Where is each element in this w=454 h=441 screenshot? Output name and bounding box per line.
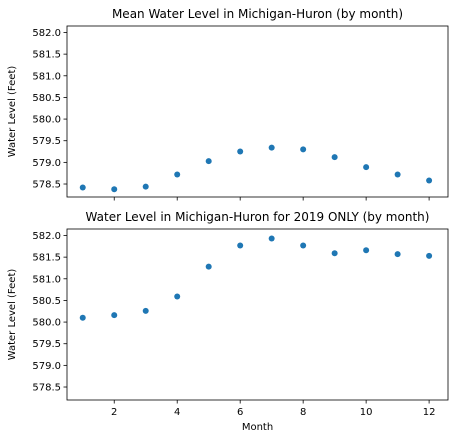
y-tick-label: 578.5 (32, 383, 61, 394)
x-tick-label: 10 (360, 407, 373, 418)
data-point (79, 314, 86, 321)
y-tick-label: 581.5 (32, 253, 61, 264)
y-tick-label: 580.0 (32, 115, 61, 126)
y-tick-label: 580.5 (32, 296, 61, 307)
data-point (331, 154, 338, 161)
data-point (174, 293, 181, 300)
x-tick-label: 8 (300, 407, 306, 418)
data-point (300, 242, 307, 249)
y-tick-label: 582.0 (32, 28, 61, 39)
chart-top: Mean Water Level in Michigan-Huron (by m… (7, 7, 449, 201)
y-tick-label: 579.5 (32, 339, 61, 350)
plot-area (66, 228, 449, 401)
data-point (268, 144, 275, 151)
data-point (174, 171, 181, 178)
data-point (394, 251, 401, 258)
x-axis-label: Month (242, 422, 273, 433)
data-point (111, 312, 118, 319)
y-tick-label: 580.5 (32, 93, 61, 104)
data-point (205, 158, 212, 165)
y-tick-label: 579.5 (32, 136, 61, 147)
y-tick-label: 582.0 (32, 231, 61, 242)
data-point (142, 307, 149, 314)
x-tick-label: 2 (111, 407, 117, 418)
y-axis-label: Water Level (Feet) (7, 269, 18, 361)
y-tick-label: 581.0 (32, 71, 61, 82)
data-point (300, 146, 307, 153)
y-tick-label: 579.0 (32, 361, 61, 372)
data-point (426, 177, 433, 184)
data-point (363, 164, 370, 171)
data-point (426, 252, 433, 259)
data-point (111, 186, 118, 193)
y-tick-label: 581.0 (32, 274, 61, 285)
chart-bottom: Water Level in Michigan-Huron for 2019 O… (7, 210, 449, 433)
data-point (363, 247, 370, 254)
x-tick-label: 6 (237, 407, 243, 418)
data-point (394, 171, 401, 178)
data-point (142, 183, 149, 190)
data-point (237, 242, 244, 249)
data-point (331, 250, 338, 257)
data-point (79, 184, 86, 191)
chart-title: Mean Water Level in Michigan-Huron (by m… (112, 7, 403, 21)
y-tick-label: 579.0 (32, 158, 61, 169)
y-tick-label: 578.5 (32, 180, 61, 191)
y-tick-label: 580.0 (32, 318, 61, 329)
y-axis-label: Water Level (Feet) (7, 66, 18, 158)
x-tick-label: 12 (423, 407, 436, 418)
data-point (205, 263, 212, 270)
data-point (268, 235, 275, 242)
y-tick-label: 581.5 (32, 50, 61, 61)
chart-title: Water Level in Michigan-Huron for 2019 O… (86, 210, 430, 224)
x-tick-label: 4 (174, 407, 180, 418)
plot-area (66, 25, 449, 198)
data-point (237, 148, 244, 155)
